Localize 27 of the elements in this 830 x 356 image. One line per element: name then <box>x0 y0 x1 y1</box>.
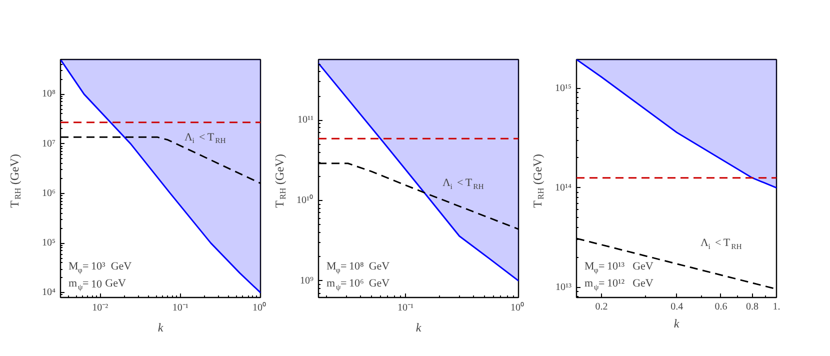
x-tick-label: 0.8 <box>746 302 758 312</box>
y-tick-label: 10¹⁵ <box>555 82 572 94</box>
x-tick-label: 0.4 <box>670 302 684 312</box>
y-tick-label: 10⁸ <box>42 88 56 100</box>
x-tick-label: 10⁻² <box>92 302 108 314</box>
x-tick-label: 10⁻¹ <box>172 302 188 314</box>
x-axis-title: k <box>416 320 422 334</box>
y-tick-label: 10¹⁰ <box>296 194 314 206</box>
y-tick-label: 10⁶ <box>42 188 56 199</box>
x-tick-label: 10⁻¹ <box>397 302 414 314</box>
y-tick-label: 10⁵ <box>42 238 56 249</box>
y-axis-title: TRH (GeV) <box>530 154 546 208</box>
x-axis-title: k <box>158 320 164 334</box>
y-tick-label: 10⁷ <box>42 138 56 150</box>
x-tick-label: 1. <box>772 302 780 312</box>
x-tick-label: 10⁰ <box>252 302 266 314</box>
y-tick-label: 10¹⁴ <box>555 182 572 194</box>
x-axis-title: k <box>674 316 680 330</box>
x-tick-label: 0.2 <box>595 302 608 312</box>
x-tick-label: 10⁰ <box>510 302 524 314</box>
y-tick-label: 10¹³ <box>556 282 572 293</box>
y-tick-label: 10¹¹ <box>298 114 314 126</box>
y-axis-title: TRH (GeV) <box>272 154 288 208</box>
x-tick-label: 0.6 <box>714 302 728 312</box>
y-tick-label: 10⁴ <box>42 287 56 298</box>
y-axis-title: TRH (GeV) <box>8 154 23 208</box>
y-tick-label: 10⁹ <box>300 275 314 286</box>
